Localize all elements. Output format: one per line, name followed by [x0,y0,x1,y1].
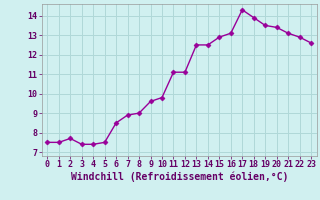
X-axis label: Windchill (Refroidissement éolien,°C): Windchill (Refroidissement éolien,°C) [70,172,288,182]
